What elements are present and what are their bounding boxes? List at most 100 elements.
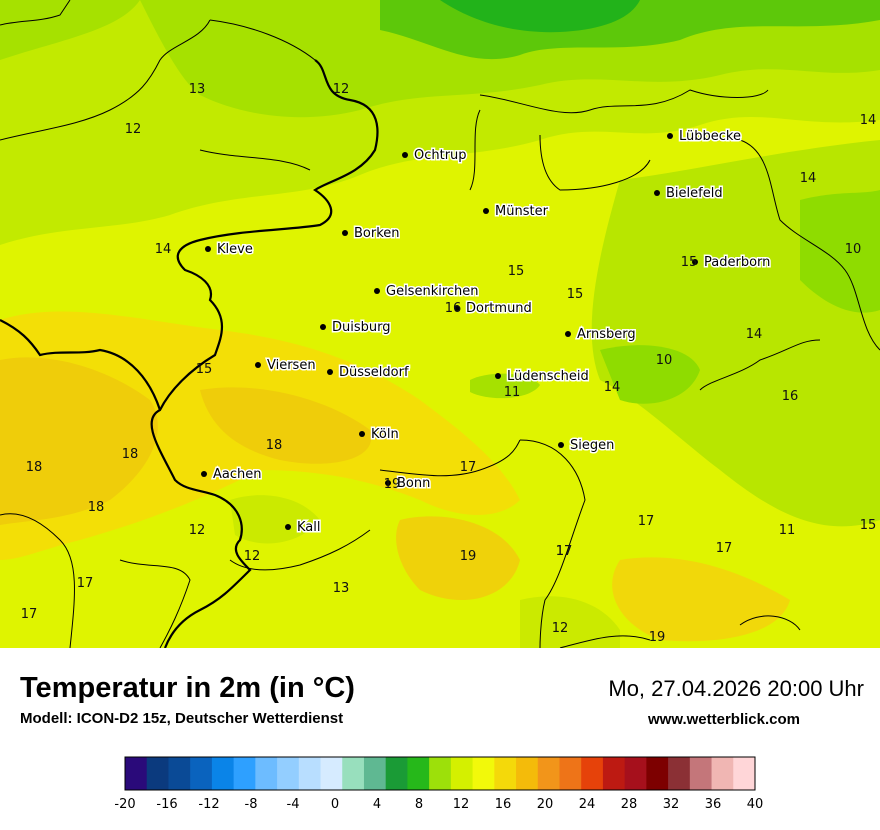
legend-tick-label: 28: [621, 797, 638, 812]
city-dot: [374, 288, 380, 294]
city-dot: [320, 324, 326, 330]
city-dot: [201, 471, 207, 477]
temperature-value: 12: [244, 549, 261, 564]
chart-title: Temperatur in 2m (in °C): [20, 672, 355, 704]
temperature-value: 12: [333, 82, 350, 97]
city-label: Kleve: [217, 242, 253, 257]
city-label: Viersen: [267, 358, 316, 373]
legend-tick-label: 0: [331, 797, 339, 812]
city-label-halo: Köln: [371, 427, 399, 442]
legend-swatch: [320, 757, 343, 790]
temperature-value: 18: [88, 500, 105, 515]
legend-swatch: [407, 757, 430, 790]
city-dot: [667, 133, 673, 139]
legend-swatch: [211, 757, 235, 790]
legend-swatch: [646, 757, 669, 790]
temperature-value: 16: [782, 389, 799, 404]
city-label-halo: Kleve: [217, 242, 253, 257]
temperature-value: 19: [649, 630, 666, 645]
city-label-halo: Lübbecke: [679, 129, 741, 144]
legend-swatch: [168, 757, 191, 790]
city-dot: [483, 208, 489, 214]
temperature-value: 14: [746, 327, 763, 342]
temperature-value: 11: [779, 523, 796, 538]
temperature-value: 19: [384, 477, 401, 492]
legend-swatch: [733, 757, 756, 790]
city-label-halo: Ochtrup: [414, 148, 467, 163]
legend-swatch: [363, 757, 387, 790]
city-dot: [359, 431, 365, 437]
city-label: Arnsberg: [577, 327, 636, 342]
legend-swatch: [277, 757, 300, 790]
legend-tick-label: -20: [115, 797, 136, 812]
temperature-value: 12: [125, 122, 142, 137]
legend-swatch: [581, 757, 604, 790]
legend-swatch: [494, 757, 517, 790]
city-label: Dortmund: [466, 301, 532, 316]
legend-tick-label: 8: [415, 797, 423, 812]
temperature-value: 18: [266, 438, 283, 453]
temperature-value: 15: [860, 518, 877, 533]
legend-tick-label: 24: [579, 797, 596, 812]
city-label-halo: Düsseldorf: [339, 365, 409, 380]
city-label: Gelsenkirchen: [386, 284, 479, 299]
temperature-value: 17: [460, 460, 477, 475]
website-link[interactable]: www.wetterblick.com: [648, 711, 800, 728]
city-label: Bielefeld: [666, 186, 723, 201]
temperature-map: LübbeckeLübbeckeOchtrupOchtrupBielefeldB…: [0, 0, 880, 648]
legend-swatch: [537, 757, 560, 790]
legend-tick-label: 36: [705, 797, 722, 812]
temperature-value: 10: [845, 242, 862, 257]
temperature-value: 15: [508, 264, 525, 279]
city-label: Köln: [371, 427, 399, 442]
legend-swatch: [472, 757, 495, 790]
legend-swatch: [385, 757, 408, 790]
temperature-value: 17: [21, 607, 38, 622]
legend-tick-label: -16: [156, 797, 177, 812]
legend-tick-label: 32: [663, 797, 680, 812]
city-dot: [285, 524, 291, 530]
temperature-value: 12: [552, 621, 569, 636]
temperature-value: 13: [333, 581, 350, 596]
legend-swatch: [602, 757, 626, 790]
city-dot: [495, 373, 501, 379]
city-label: Borken: [354, 226, 400, 241]
city-label-halo: Dortmund: [466, 301, 532, 316]
model-source: Modell: ICON-D2 15z, Deutscher Wetterdie…: [20, 710, 344, 727]
temperature-value: 18: [122, 447, 139, 462]
city-label: Ochtrup: [414, 148, 467, 163]
legend-tick-label: 16: [495, 797, 512, 812]
forecast-datetime: Mo, 27.04.2026 20:00 Uhr: [608, 676, 864, 701]
city-label-halo: Duisburg: [332, 320, 391, 335]
city-dot: [692, 259, 698, 265]
temperature-value: 14: [604, 380, 621, 395]
temperature-value: 16: [445, 301, 462, 316]
city-dot: [327, 369, 333, 375]
legend-swatch: [146, 757, 169, 790]
city-dot: [558, 442, 564, 448]
city-label-halo: Kall: [297, 520, 321, 535]
legend-tick-label: -8: [245, 797, 258, 812]
legend-swatch: [342, 757, 365, 790]
city-label: Kall: [297, 520, 321, 535]
temperature-value: 19: [460, 549, 477, 564]
temperature-value: 12: [189, 523, 206, 538]
city-label-halo: Gelsenkirchen: [386, 284, 479, 299]
city-label-halo: Bielefeld: [666, 186, 723, 201]
city-dot: [385, 480, 391, 486]
legend-swatch: [255, 757, 278, 790]
city-dot: [454, 305, 460, 311]
legend-swatch: [689, 757, 713, 790]
